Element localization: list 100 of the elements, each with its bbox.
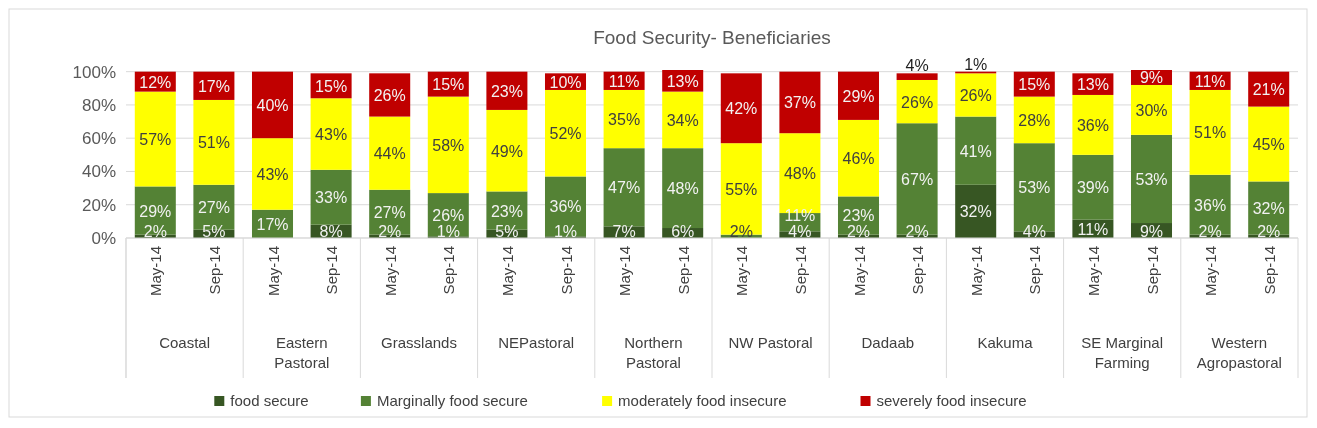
data-label: 55% xyxy=(725,180,758,198)
data-label: 4% xyxy=(788,223,812,240)
data-label: 13% xyxy=(1076,76,1109,94)
data-label: 67% xyxy=(901,170,934,188)
text: Coastal xyxy=(159,334,211,351)
data-label: 35% xyxy=(608,111,641,129)
x-tick-label: Sep-14 xyxy=(909,246,927,295)
data-label: 29% xyxy=(842,87,875,105)
x-tick-label: Sep-14 xyxy=(1260,246,1278,295)
x-tick-label: May-14 xyxy=(1084,246,1102,297)
data-label: 52% xyxy=(549,125,582,143)
x-tick-label: May-14 xyxy=(381,246,399,297)
data-label: 9% xyxy=(1139,69,1164,87)
data-label: 2% xyxy=(1198,223,1222,240)
text: NW Pastoral xyxy=(728,334,813,351)
data-label: 2% xyxy=(143,223,167,240)
data-label: 39% xyxy=(1076,179,1109,197)
data-label: 1% xyxy=(964,55,988,73)
data-label: 46% xyxy=(842,150,875,168)
x-tick-label: Sep-14 xyxy=(205,246,223,295)
data-label: 5% xyxy=(495,223,519,240)
text: Kakuma xyxy=(977,334,1034,351)
x-tick-label: May-14 xyxy=(967,246,985,297)
data-label: 2% xyxy=(905,223,929,240)
x-tick-label: May-14 xyxy=(264,246,282,297)
data-label: 10% xyxy=(549,73,582,91)
data-label: 43% xyxy=(256,165,289,183)
x-tick-label: May-14 xyxy=(616,246,634,297)
data-label: 57% xyxy=(139,131,172,149)
data-label: 32% xyxy=(1252,200,1285,218)
data-label: 12% xyxy=(139,73,172,91)
data-label: 11% xyxy=(1194,72,1226,90)
legend-label: moderately food insecure xyxy=(618,392,787,409)
data-label: 36% xyxy=(549,198,582,216)
data-label: 6% xyxy=(671,223,695,240)
y-tick-label: 40% xyxy=(81,162,116,182)
legend-label: severely food insecure xyxy=(876,392,1027,409)
data-label: 2% xyxy=(846,223,871,240)
data-label: 26% xyxy=(959,86,992,104)
data-label: 23% xyxy=(490,82,523,100)
data-label: 1% xyxy=(436,223,460,240)
x-tick-label: May-14 xyxy=(498,246,516,297)
data-label: 26% xyxy=(373,86,406,104)
data-label: 30% xyxy=(1135,101,1168,119)
data-label: 49% xyxy=(490,142,523,160)
text: Grasslands xyxy=(381,334,457,351)
legend-label: food secure xyxy=(230,392,309,409)
x-tick-label: Sep-14 xyxy=(1143,246,1161,295)
data-label: 51% xyxy=(197,134,230,152)
data-label: 33% xyxy=(315,189,348,207)
text: Eastern Pastoral xyxy=(274,334,330,371)
data-label: 9% xyxy=(1139,222,1164,240)
data-label: 48% xyxy=(666,180,699,198)
data-label: 53% xyxy=(1018,179,1051,197)
data-label: 11% xyxy=(608,72,640,90)
x-tick-label: Sep-14 xyxy=(674,246,692,295)
data-label: 42% xyxy=(725,100,758,118)
data-label: 44% xyxy=(373,145,406,163)
data-label: 23% xyxy=(490,202,523,220)
data-label: 2% xyxy=(378,223,402,240)
data-label: 5% xyxy=(202,223,226,240)
data-label: 21% xyxy=(1252,81,1285,99)
data-label: 28% xyxy=(1018,111,1051,129)
data-label: 58% xyxy=(432,136,465,154)
text: Western Agropastoral xyxy=(1196,334,1282,371)
y-tick-label: 60% xyxy=(81,129,116,149)
chart-title: Food Security- Beneficiaries xyxy=(593,27,831,48)
text: Northern Pastoral xyxy=(624,334,683,371)
x-tick-label: Sep-14 xyxy=(440,246,458,295)
data-label: 2% xyxy=(1257,223,1281,240)
data-label: 26% xyxy=(901,93,934,111)
data-label: 29% xyxy=(139,202,172,220)
text: Dadaab xyxy=(861,334,915,351)
x-tick-label: Sep-14 xyxy=(1026,246,1044,295)
data-label: 4% xyxy=(1022,223,1046,240)
data-label: 4% xyxy=(905,57,929,75)
y-tick-label: 100% xyxy=(72,62,116,82)
x-tick-label: Sep-14 xyxy=(791,246,809,295)
y-tick-label: 0% xyxy=(91,229,116,248)
data-label: 53% xyxy=(1135,170,1168,188)
x-tick-label: Sep-14 xyxy=(557,246,575,295)
data-label: 15% xyxy=(432,76,465,94)
data-label: 43% xyxy=(315,126,348,144)
x-tick-label: May-14 xyxy=(850,246,868,297)
data-label: 11% xyxy=(1077,220,1109,238)
x-tick-label: Sep-14 xyxy=(323,246,341,295)
text: SE Marginal Farming xyxy=(1081,334,1164,371)
data-label: 7% xyxy=(612,223,636,240)
x-tick-label: May-14 xyxy=(733,246,751,297)
data-label: 48% xyxy=(783,165,816,183)
data-label: 17% xyxy=(197,77,230,95)
data-label: 40% xyxy=(256,96,289,114)
text: NEPastoral xyxy=(498,334,575,351)
data-label: 15% xyxy=(315,77,348,95)
data-label: 47% xyxy=(608,179,641,197)
data-label: 17% xyxy=(256,215,289,233)
x-tick-label: May-14 xyxy=(1202,246,1220,297)
data-label: 13% xyxy=(666,72,699,90)
y-tick-label: 20% xyxy=(81,195,116,215)
x-tick-label: May-14 xyxy=(147,246,165,297)
